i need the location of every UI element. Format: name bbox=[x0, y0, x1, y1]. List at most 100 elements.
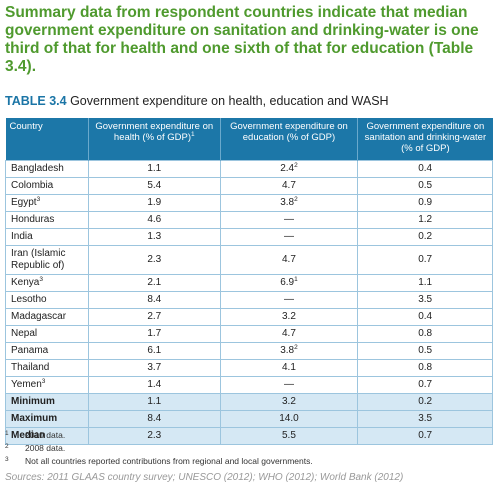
table-cell: Bangladesh bbox=[5, 160, 89, 178]
table-cell: — bbox=[219, 376, 359, 394]
cell-text: Kenya bbox=[11, 277, 40, 288]
table-cell: 4.6 bbox=[87, 211, 221, 229]
table-row: Nepal 1.7 4.7 0.8 bbox=[5, 325, 493, 343]
table-row: Panama 6.1 3.82 0.5 bbox=[5, 342, 493, 360]
table-cell: Minimum bbox=[5, 393, 89, 411]
table-cell: 6.91 bbox=[219, 274, 359, 292]
table-cell: 0.7 bbox=[357, 376, 493, 394]
table-cell: 8.4 bbox=[87, 410, 221, 428]
table-cell: 0.5 bbox=[357, 342, 493, 360]
table-row: India 1.3—0.2 bbox=[5, 228, 493, 246]
sources: Sources: 2011 GLAAS country survey; UNES… bbox=[5, 472, 404, 483]
table-cell: Median bbox=[5, 427, 89, 445]
table-cell: 14.0 bbox=[219, 410, 359, 428]
superscript: 3 bbox=[41, 378, 46, 385]
table-cell: 0.2 bbox=[357, 228, 493, 246]
cell-text: Egypt bbox=[11, 197, 37, 208]
table-cell: Yemen3 bbox=[5, 376, 89, 394]
table-row: Iran (Islamic Republic of) 2.3 4.7 0.7 bbox=[5, 245, 493, 275]
summary-row: Median 2.3 5.5 0.7 bbox=[5, 427, 493, 445]
table-row: Bangladesh 1.1 2.42 0.4 bbox=[5, 160, 493, 178]
table-cell: 0.4 bbox=[357, 160, 493, 178]
superscript: 2 bbox=[294, 344, 298, 351]
table-row: Thailand 3.7 4.1 0.8 bbox=[5, 359, 493, 377]
table-cell: 1.4 bbox=[87, 376, 221, 394]
table-body: Bangladesh 1.1 2.42 0.4 Colombia 5.4 4.7 0.5 Egy… bbox=[5, 160, 493, 445]
table-cell: 5.5 bbox=[219, 427, 359, 445]
footnotes: 1 2010 data. 2 2008 data. 3 Not all countries… bbox=[5, 428, 313, 467]
table-cell: 1.1 bbox=[87, 160, 221, 178]
table-cell: Honduras bbox=[5, 211, 89, 229]
table-cell: Madagascar bbox=[5, 308, 89, 326]
superscript: 3 bbox=[39, 276, 43, 283]
table-cell: 3.2 bbox=[219, 308, 359, 326]
footnote: 2 2008 data. bbox=[5, 441, 313, 454]
table-cell: 2.3 bbox=[87, 427, 221, 445]
table-cell: 8.4 bbox=[87, 291, 221, 309]
summary-row: Minimum 1.1 3.2 0.2 bbox=[5, 393, 493, 411]
table-cell: 3.2 bbox=[219, 393, 359, 411]
table-cell: 2.1 bbox=[87, 274, 221, 292]
table-cell: 4.7 bbox=[219, 325, 359, 343]
table-cell: 3.5 bbox=[357, 291, 493, 309]
table-cell: 4.7 bbox=[219, 245, 359, 275]
table-cell: Iran (Islamic Republic of) bbox=[5, 245, 89, 275]
footnote-text: Not all countries reported contributions… bbox=[25, 456, 313, 466]
table-cell: Thailand bbox=[5, 359, 89, 377]
table-cell: Maximum bbox=[5, 410, 89, 428]
cell-text: 6.9 bbox=[280, 277, 295, 288]
table-cell: Egypt3 bbox=[5, 194, 89, 212]
table-cell: 1.2 bbox=[357, 211, 493, 229]
superscript: 3 bbox=[36, 196, 41, 203]
column-header: Government expenditure on sanitation and… bbox=[357, 118, 493, 161]
table-cell: 0.7 bbox=[357, 245, 493, 275]
footnote-text: 2008 data. bbox=[25, 443, 66, 453]
table-cell: 2.7 bbox=[87, 308, 221, 326]
table-cell: 4.7 bbox=[219, 177, 359, 195]
table-title-text: Government expenditure on health, educat… bbox=[70, 94, 389, 108]
footnote: 1 2010 data. bbox=[5, 428, 313, 441]
superscript: 2 bbox=[294, 162, 298, 169]
cell-text: Yemen bbox=[11, 379, 42, 390]
table: Country Government expenditure on health … bbox=[5, 118, 493, 445]
table-cell: Lesotho bbox=[5, 291, 89, 309]
table-cell: 1.3 bbox=[87, 228, 221, 246]
cell-text: 2.4 bbox=[280, 163, 295, 174]
table-cell: 0.5 bbox=[357, 177, 493, 195]
table-cell: 5.4 bbox=[87, 177, 221, 195]
footnote-mark: 2 bbox=[5, 443, 9, 450]
footnote-mark: 3 bbox=[5, 456, 9, 463]
footnote-mark: 1 bbox=[5, 430, 9, 437]
footnote-text: 2010 data. bbox=[25, 430, 66, 440]
column-header: Government expenditure on education (% o… bbox=[219, 118, 358, 161]
table-row: Lesotho 8.4—3.5 bbox=[5, 291, 493, 309]
table-cell: 0.8 bbox=[357, 325, 493, 343]
heading: Summary data from respondent countries i… bbox=[5, 4, 479, 75]
column-header: Country bbox=[5, 118, 89, 161]
table-row: Egypt3 1.9 3.82 0.9 bbox=[5, 194, 493, 212]
table-cell: 1.1 bbox=[87, 393, 221, 411]
table-cell: 3.7 bbox=[87, 359, 221, 377]
table-cell: Panama bbox=[5, 342, 89, 360]
cell-text: Government expenditure on health (% of G… bbox=[95, 121, 214, 143]
superscript: 2 bbox=[294, 196, 298, 203]
table-cell: 0.7 bbox=[357, 427, 493, 445]
table-cell: 0.9 bbox=[357, 194, 493, 212]
table-cell: 4.1 bbox=[219, 359, 359, 377]
table-cell: 0.8 bbox=[357, 359, 493, 377]
table-cell: 1.1 bbox=[357, 274, 493, 292]
table-cell: 3.82 bbox=[219, 342, 359, 360]
header-row: Country Government expenditure on health … bbox=[5, 118, 493, 161]
table-cell: 1.7 bbox=[87, 325, 221, 343]
table-row: Colombia 5.4 4.7 0.5 bbox=[5, 177, 493, 195]
table-label: TABLE 3.4 bbox=[5, 94, 67, 108]
table-cell: 3.82 bbox=[219, 194, 359, 212]
table-cell: Colombia bbox=[5, 177, 89, 195]
summary-row: Maximum 8.4 14.0 3.5 bbox=[5, 410, 493, 428]
footnote: 3 Not all countries reported contribution… bbox=[5, 454, 313, 467]
table-row: Honduras 4.6—1.2 bbox=[5, 211, 493, 229]
table-cell: 6.1 bbox=[87, 342, 221, 360]
cell-text: 3.8 bbox=[280, 197, 295, 208]
table-cell: Kenya3 bbox=[5, 274, 89, 292]
